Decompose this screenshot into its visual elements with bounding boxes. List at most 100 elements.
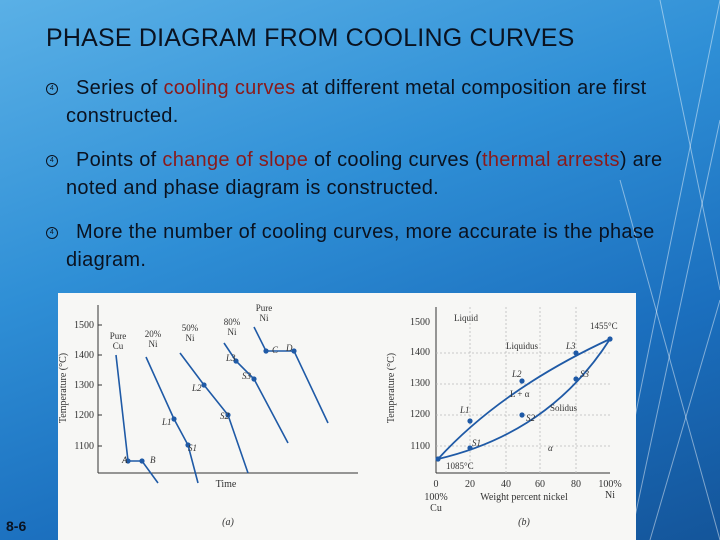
point-label-s1: S1 <box>188 443 197 453</box>
region-label-liquidus: Liquidus <box>506 341 538 351</box>
bullet-3: 4 More the number of cooling curves, mor… <box>46 218 686 274</box>
point-label-l3: L3 <box>225 353 236 363</box>
curve-label-50ni-l2: Ni <box>186 333 195 343</box>
phase-point-s2 <box>519 412 525 418</box>
arrest-point-l3 <box>233 358 239 364</box>
slide-title: PHASE DIAGRAM FROM COOLING CURVES <box>46 24 575 52</box>
panel-b-xtick: 80 <box>571 479 581 490</box>
phase-label-s2: S2 <box>526 413 536 423</box>
cooling-curve-figure: Temperature (°C) 1500 1400 1300 1200 110… <box>58 293 636 540</box>
phase-point-s1 <box>467 445 473 451</box>
panel-b-xtick: 40 <box>501 479 511 490</box>
panel-b: Temperature (°C) 1500 1400 1300 1200 110… <box>386 307 622 528</box>
panel-a-ylabel: Temperature (°C) <box>58 353 69 423</box>
panel-b-ytick: 1300 <box>410 378 430 389</box>
bullet-2-text-c: ) are noted and phase diagram is constru… <box>66 149 663 199</box>
bullet-2-text-a: Points of <box>76 149 163 171</box>
cooling-curve-20ni <box>145 356 199 484</box>
curve-label-pure-ni-l2: Ni <box>260 313 269 323</box>
arrest-point-d <box>291 348 297 354</box>
bullet-marker-icon: 4 <box>46 83 58 95</box>
arrest-point-l2 <box>201 382 207 388</box>
liquidus-line <box>437 338 611 460</box>
bullet-marker-icon: 4 <box>46 155 58 167</box>
phase-label-l3: L3 <box>565 341 576 351</box>
bullet-2: 4 Points of change of slope of cooling c… <box>46 146 686 202</box>
arrest-point-c <box>263 348 269 354</box>
curve-label-pure-cu-l2: Cu <box>113 341 124 351</box>
panel-b-x-start-label-1: 100% <box>424 492 447 503</box>
phase-label-l1: L1 <box>459 405 470 415</box>
cooling-curve-pure-ni <box>253 326 329 424</box>
bullet-1-text-b: at different metal composition are first… <box>66 77 647 127</box>
phase-label-l2: L2 <box>511 369 522 379</box>
panel-a-ytick: 1300 <box>74 380 94 391</box>
figure-svg: Temperature (°C) 1500 1400 1300 1200 110… <box>58 303 622 528</box>
panel-b-ytick: 1200 <box>410 409 430 420</box>
phase-point-cu-melt <box>435 456 441 462</box>
panel-b-xtick: 60 <box>535 479 545 490</box>
panel-b-xtick: 0 <box>434 479 439 490</box>
phase-point-l3 <box>573 350 579 356</box>
region-label-liquid: Liquid <box>454 313 478 323</box>
bullet-1-text-a: Series of <box>76 77 164 99</box>
point-label-d: D <box>285 343 293 353</box>
point-label-l1: L1 <box>161 417 172 427</box>
annotation-bottom-temp: 1085°C <box>446 461 474 471</box>
panel-a-ytick: 1100 <box>74 441 94 452</box>
region-label-alpha: α <box>548 443 553 453</box>
curve-label-80ni-l2: Ni <box>228 327 237 337</box>
panel-a-ytick: 1400 <box>74 350 94 361</box>
annotation-top-temp: 1455°C <box>590 321 618 331</box>
arrest-point-s2 <box>225 412 231 418</box>
curve-label-80ni-l1: 80% <box>224 317 241 327</box>
panel-a-xlabel: Time <box>216 479 237 490</box>
panel-a-ytick: 1200 <box>74 410 94 421</box>
panel-a-caption: (a) <box>222 517 234 528</box>
phase-label-s3: S3 <box>580 369 590 379</box>
point-label-c: C <box>272 345 279 355</box>
panel-b-x-end-label: Ni <box>605 490 615 501</box>
point-label-s3: S3 <box>242 371 252 381</box>
cooling-curve-80ni <box>223 342 289 444</box>
panel-b-ylabel: Temperature (°C) <box>386 353 397 423</box>
arrest-point-s1 <box>185 442 191 448</box>
phase-label-s1: S1 <box>472 438 481 448</box>
arrest-point-b <box>139 458 145 464</box>
solidus-line <box>437 338 611 460</box>
phase-point-ni-melt <box>607 336 613 342</box>
curve-label-50ni-l1: 50% <box>182 323 199 333</box>
panel-b-xtick: 100% <box>598 479 621 490</box>
panel-b-xtick: 20 <box>465 479 475 490</box>
curve-label-20ni-l1: 20% <box>145 329 162 339</box>
arrest-point-l1 <box>171 416 177 422</box>
panel-a-ytick: 1500 <box>74 320 94 331</box>
panel-a: Temperature (°C) 1500 1400 1300 1200 110… <box>58 303 358 528</box>
panel-b-ytick: 1400 <box>410 347 430 358</box>
point-label-l2: L2 <box>191 383 202 393</box>
arrest-point-a <box>125 458 131 464</box>
region-label-l-plus-alpha: L + α <box>510 389 530 399</box>
phase-point-l1 <box>467 418 473 424</box>
phase-point-s3 <box>573 376 579 382</box>
panel-b-ytick: 1500 <box>410 317 430 328</box>
point-label-b: B <box>150 455 156 465</box>
bullet-3-text: More the number of cooling curves, more … <box>66 221 655 271</box>
phase-point-l2 <box>519 378 525 384</box>
panel-b-x-start-label-2: Cu <box>430 503 442 514</box>
arrest-point-s3 <box>251 376 257 382</box>
panel-b-ytick: 1100 <box>410 441 430 452</box>
bullet-marker-icon: 4 <box>46 227 58 239</box>
panel-b-xlabel: Weight percent nickel <box>480 492 568 503</box>
cooling-curve-50ni <box>179 352 249 474</box>
bullet-list: 4 Series of cooling curves at different … <box>46 74 686 290</box>
bullet-2-highlight-slope: change of slope <box>162 149 309 171</box>
point-label-s2: S2 <box>220 411 230 421</box>
curve-label-pure-ni-l1: Pure <box>256 303 273 313</box>
curve-label-pure-cu-l1: Pure <box>110 331 127 341</box>
curve-label-20ni-l2: Ni <box>149 339 158 349</box>
bullet-2-highlight-arrests: thermal arrests <box>481 149 620 171</box>
slide-number: 8-6 <box>6 518 27 534</box>
bullet-2-text-b: of cooling curves ( <box>308 149 482 171</box>
